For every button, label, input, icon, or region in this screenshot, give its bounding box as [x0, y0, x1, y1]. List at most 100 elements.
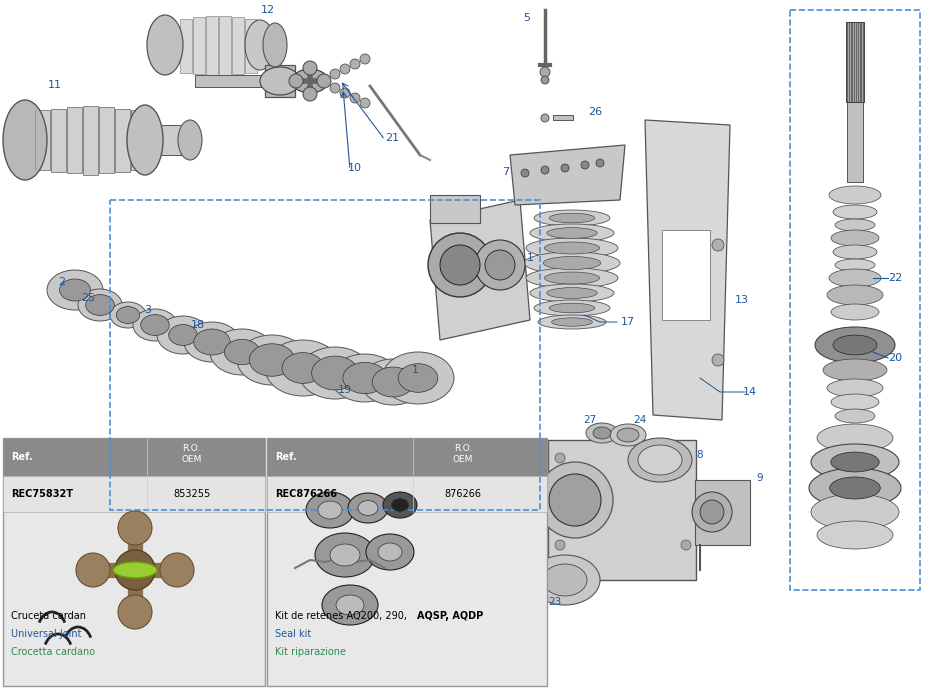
Text: 876266: 876266 — [445, 489, 481, 499]
Ellipse shape — [249, 344, 295, 376]
Circle shape — [115, 550, 155, 590]
Ellipse shape — [331, 354, 399, 402]
Ellipse shape — [530, 224, 614, 242]
Ellipse shape — [245, 20, 275, 70]
Text: R.O.
OEM: R.O. OEM — [182, 444, 202, 464]
Ellipse shape — [530, 555, 600, 605]
Ellipse shape — [358, 500, 378, 515]
Ellipse shape — [831, 230, 879, 246]
Ellipse shape — [224, 339, 260, 365]
Ellipse shape — [127, 105, 163, 175]
Ellipse shape — [829, 269, 881, 287]
Ellipse shape — [133, 309, 177, 341]
Text: 26: 26 — [588, 107, 602, 117]
Bar — [267, 476, 547, 512]
Text: 1: 1 — [527, 253, 534, 263]
Ellipse shape — [549, 213, 595, 223]
Ellipse shape — [113, 562, 157, 578]
Ellipse shape — [373, 367, 413, 397]
Bar — [267, 438, 547, 686]
Ellipse shape — [817, 424, 893, 452]
Text: 24: 24 — [633, 415, 647, 425]
Ellipse shape — [549, 303, 595, 313]
Circle shape — [712, 239, 724, 251]
Ellipse shape — [59, 279, 91, 301]
Circle shape — [541, 114, 549, 122]
Text: 17: 17 — [621, 317, 635, 327]
Ellipse shape — [530, 284, 614, 302]
Ellipse shape — [178, 120, 202, 160]
Text: 5: 5 — [524, 13, 530, 23]
Text: 20: 20 — [888, 353, 902, 363]
Circle shape — [340, 88, 350, 98]
Ellipse shape — [348, 493, 388, 523]
Ellipse shape — [809, 468, 901, 508]
Ellipse shape — [829, 186, 881, 204]
Bar — [145, 125, 190, 155]
Ellipse shape — [811, 494, 899, 530]
Bar — [662, 230, 710, 320]
Ellipse shape — [147, 15, 183, 75]
Text: Cruceta cardan: Cruceta cardan — [11, 611, 86, 621]
Text: 3: 3 — [145, 305, 151, 315]
Text: 22: 22 — [888, 273, 902, 283]
Ellipse shape — [823, 359, 887, 381]
Text: Crocetta cardano: Crocetta cardano — [11, 647, 95, 657]
Text: 11: 11 — [48, 80, 62, 90]
Circle shape — [330, 83, 340, 93]
Text: 7: 7 — [502, 167, 510, 177]
Ellipse shape — [628, 438, 692, 482]
Circle shape — [561, 164, 569, 172]
Circle shape — [700, 500, 724, 524]
Ellipse shape — [184, 322, 240, 362]
Text: 2: 2 — [58, 277, 66, 287]
Ellipse shape — [835, 259, 875, 271]
Text: AQSP, AQDP: AQSP, AQDP — [417, 611, 483, 621]
Ellipse shape — [330, 544, 360, 566]
Ellipse shape — [831, 452, 879, 472]
Text: 8: 8 — [697, 450, 704, 460]
Bar — [553, 115, 573, 120]
Ellipse shape — [830, 477, 881, 499]
Text: 13: 13 — [735, 295, 749, 305]
Bar — [265, 65, 295, 97]
Ellipse shape — [391, 499, 409, 511]
Bar — [430, 195, 480, 223]
Ellipse shape — [292, 69, 328, 93]
Ellipse shape — [3, 100, 47, 180]
Circle shape — [160, 553, 194, 587]
Ellipse shape — [85, 294, 114, 315]
Ellipse shape — [336, 595, 364, 615]
Bar — [846, 22, 864, 102]
Circle shape — [541, 76, 549, 84]
Polygon shape — [645, 120, 730, 420]
Ellipse shape — [282, 353, 324, 383]
Ellipse shape — [835, 409, 875, 423]
Circle shape — [428, 233, 492, 297]
Circle shape — [303, 61, 317, 75]
Ellipse shape — [544, 242, 600, 254]
Text: Ref.: Ref. — [11, 452, 32, 462]
Ellipse shape — [210, 329, 274, 375]
Bar — [99, 107, 114, 173]
Ellipse shape — [544, 272, 600, 284]
Text: 14: 14 — [743, 387, 757, 397]
Bar — [51, 109, 66, 172]
Ellipse shape — [833, 335, 877, 355]
Ellipse shape — [141, 314, 170, 335]
Text: 853255: 853255 — [173, 489, 210, 499]
Ellipse shape — [586, 423, 618, 443]
Ellipse shape — [318, 501, 342, 519]
Bar — [548, 440, 696, 580]
Text: R.O.
OEM: R.O. OEM — [452, 444, 473, 464]
Ellipse shape — [315, 533, 375, 577]
Ellipse shape — [833, 245, 877, 259]
Bar — [35, 110, 50, 170]
Circle shape — [692, 492, 732, 532]
Circle shape — [521, 169, 529, 177]
Ellipse shape — [638, 445, 682, 475]
Polygon shape — [430, 200, 530, 340]
Ellipse shape — [366, 534, 414, 570]
Ellipse shape — [263, 23, 287, 67]
Text: 25: 25 — [81, 293, 95, 303]
